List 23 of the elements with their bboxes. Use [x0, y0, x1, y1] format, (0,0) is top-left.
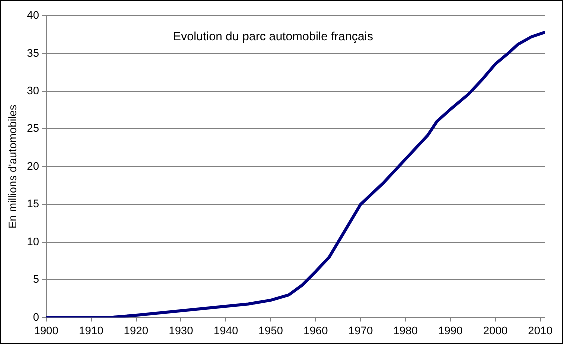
- y-tick-label: 15: [27, 198, 40, 211]
- y-axis-title: En millions d'automobiles: [8, 104, 20, 229]
- y-tick-label: 35: [27, 48, 40, 60]
- y-tick-label: 30: [27, 85, 40, 98]
- text: Evolution du parc automobile français: [173, 29, 374, 44]
- x-tick-label: 1950: [258, 325, 284, 338]
- y-tick-label: 0: [33, 312, 40, 324]
- x-tick-label: 1990: [438, 325, 463, 338]
- x-tick-label: 1970: [348, 325, 374, 338]
- x-tick-label: 1940: [214, 325, 238, 338]
- y-tick-label: 10: [27, 236, 40, 248]
- x-tick-label: 2010: [528, 325, 553, 338]
- y-tick-label: 25: [27, 123, 40, 136]
- x-tick-label: 1920: [124, 325, 149, 338]
- y-tick-label: 40: [27, 10, 40, 22]
- y-tick-label: 5: [33, 274, 40, 286]
- x-tick-label: 1980: [394, 325, 418, 338]
- x-tick-label: 1930: [168, 325, 194, 338]
- x-tick-label: 2000: [483, 325, 508, 338]
- x-tick-label: 1910: [79, 325, 104, 338]
- x-tick-label: 1900: [34, 325, 59, 338]
- x-tick-label: 1960: [304, 325, 328, 338]
- y-tick-label: 20: [27, 160, 40, 173]
